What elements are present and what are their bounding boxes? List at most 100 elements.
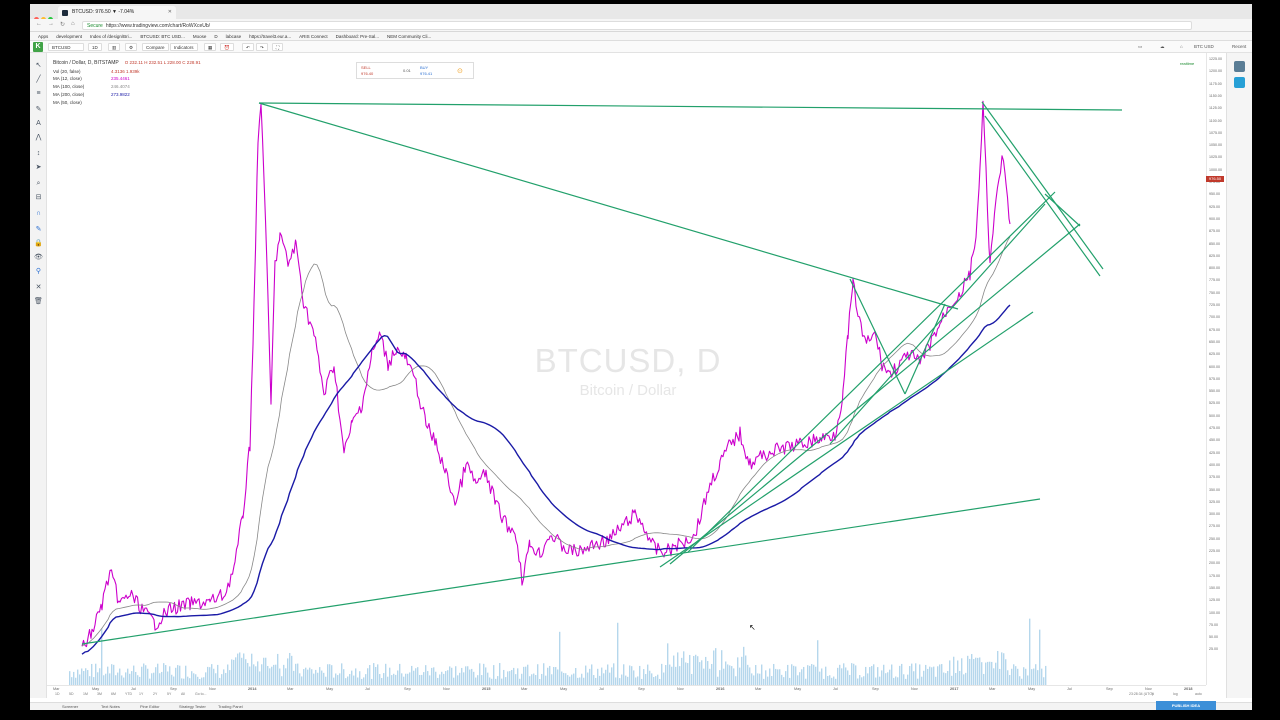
home-icon[interactable]: ⌂	[71, 21, 75, 27]
hide-drawings-icon[interactable]: 👁	[34, 254, 43, 261]
legend-row[interactable]: MA (12, close) 235.4461	[53, 75, 201, 83]
bookmark-item[interactable]: NEM Community Cli...	[386, 34, 432, 39]
trendline-wedge-left[interactable]	[849, 278, 906, 395]
chat-icon[interactable]	[1234, 77, 1245, 88]
stay-drawing-icon[interactable]: ✎	[35, 226, 42, 233]
zoom-tool-icon[interactable]: ⌕	[36, 180, 41, 187]
trash-icon[interactable]: 🗑	[34, 298, 43, 305]
close-tab-icon[interactable]: ✕	[167, 9, 172, 15]
back-icon[interactable]: ←	[36, 21, 42, 27]
bookmark-item[interactable]: https://travel3.eur.a...	[249, 34, 292, 39]
legend-row[interactable]: MA (100, close) 246.4074	[53, 83, 201, 91]
url-field[interactable]: Secure https://www.tradingview.com/chart/…	[82, 21, 1192, 30]
forward-icon[interactable]: →	[48, 21, 54, 27]
pattern-tool-icon[interactable]: ⋀	[35, 134, 42, 141]
cursor-tool-icon[interactable]: ↖	[35, 62, 42, 69]
buy-button[interactable]: BUY 976.41	[420, 65, 432, 77]
bookmark-item[interactable]: labcase	[225, 34, 242, 39]
bottom-tab[interactable]: Strategy Tester	[179, 704, 206, 709]
tradingview-logo[interactable]: K	[33, 42, 43, 52]
magnet-tool-icon[interactable]: ∩	[35, 210, 42, 217]
range-button[interactable]: 5D	[69, 692, 74, 696]
trendline-wedge-right[interactable]	[904, 303, 946, 395]
range-button[interactable]: YTD	[125, 692, 132, 696]
publish-idea-button[interactable]: PUBLISH IDEA	[1156, 701, 1216, 710]
trendline-top-horizontal[interactable]	[258, 102, 1123, 111]
ma-200-line[interactable]	[81, 304, 1011, 655]
time-axis[interactable]: Mar May Jul Sep Nov 2014 Mar May Jul Sep Nov 2015 Ma…	[47, 685, 1206, 692]
price-series-line[interactable]	[81, 100, 1011, 648]
remove-drawings-icon[interactable]: ✕	[35, 284, 42, 291]
bookmark-item[interactable]: Dashboard: Pre-Sal...	[335, 34, 379, 39]
bookmark-item[interactable]: BTCUSD: BTC USD...	[140, 34, 185, 39]
interval-dropdown[interactable]: 1D	[88, 43, 102, 51]
bookmark-item[interactable]: D	[214, 34, 218, 39]
bottom-tab[interactable]: Text Notes	[101, 704, 120, 709]
range-button[interactable]: 3M	[97, 692, 102, 696]
trendline-resistance-2[interactable]	[984, 115, 1101, 277]
bookmark-item[interactable]: Index of /design/Bri...	[90, 34, 133, 39]
range-button[interactable]: 1M	[83, 692, 88, 696]
range-button[interactable]: 6M	[111, 692, 116, 696]
ma-100-line[interactable]	[81, 236, 1011, 647]
trendline-support-1[interactable]	[659, 311, 1034, 568]
sell-button[interactable]: SELL 976.40	[361, 65, 373, 77]
bookmark-item[interactable]: ARIS Connect	[299, 34, 328, 39]
undo-button[interactable]: ↶	[242, 43, 254, 51]
scale-option[interactable]: 23:28:34 (UTC)	[1129, 692, 1154, 696]
lock-tool-icon[interactable]: 🔒	[34, 240, 43, 247]
legend-row[interactable]: Vol (20, false) 4.3136 1.939k	[53, 68, 201, 76]
fullscreen-button[interactable]: ⛶	[272, 43, 284, 51]
arrow-tool-icon[interactable]: ➤	[35, 164, 42, 171]
fib-tool-icon[interactable]: ≡	[36, 90, 41, 97]
measure-tool-icon[interactable]: ↕	[36, 150, 41, 157]
fx-button[interactable]: ⚙	[125, 43, 138, 51]
ruler-tool-icon[interactable]: ⊟	[35, 194, 42, 201]
trendline-resistance-1[interactable]	[981, 101, 1104, 270]
trendline-long-support[interactable]	[81, 498, 1041, 645]
trendline-support-4[interactable]	[829, 203, 1046, 445]
scale-option[interactable]: %	[1151, 692, 1155, 696]
price-chart[interactable]	[47, 53, 1206, 685]
trendline-support-3[interactable]	[687, 191, 1056, 553]
bottom-tab[interactable]: Pine Editor	[140, 704, 160, 709]
trendline-cross[interactable]	[1044, 193, 1081, 227]
browser-tab[interactable]: BTCUSD: 976.50 ▼ -7.04% ✕	[58, 6, 176, 19]
legend-row[interactable]: MA (200, close) 273.9822	[53, 91, 201, 99]
trendline-descending[interactable]	[258, 102, 959, 310]
range-button[interactable]: 1D	[55, 692, 60, 696]
alarm-clock-icon[interactable]: ⊙	[457, 68, 463, 75]
brush-tool-icon[interactable]: ✎	[35, 106, 42, 113]
symbol-search-input[interactable]: BTCUSD	[48, 43, 84, 51]
scale-option[interactable]: auto	[1195, 692, 1202, 696]
bottom-tab[interactable]: Trading Panel	[218, 704, 243, 709]
bookmark-item[interactable]: development	[56, 34, 83, 39]
recent-tab[interactable]: Recent	[1232, 44, 1247, 49]
camera-icon[interactable]: ⌂	[1180, 44, 1183, 49]
text-tool-icon[interactable]: A	[36, 120, 41, 127]
range-button[interactable]: Go to...	[195, 692, 207, 696]
bookmark-item[interactable]: Moose	[192, 34, 207, 39]
bottom-tab[interactable]: Screener	[62, 704, 79, 709]
alert-button[interactable]: ⏰	[220, 43, 234, 51]
range-button[interactable]: 5Y	[167, 692, 172, 696]
volume-bar	[109, 673, 111, 685]
range-button[interactable]: 2Y	[153, 692, 158, 696]
compare-button[interactable]: Compare	[142, 43, 169, 51]
range-button[interactable]: 1Y	[139, 692, 144, 696]
watchlist-icon[interactable]	[1234, 61, 1245, 72]
legend-row[interactable]: MA (50, close)	[53, 99, 201, 107]
cloud-save-icon[interactable]: ☁	[1160, 44, 1165, 49]
layout-icon[interactable]: ▭	[1138, 44, 1143, 49]
template-button[interactable]: ▦	[204, 43, 217, 51]
indicators-button[interactable]: Indicators	[170, 43, 198, 51]
link-tool-icon[interactable]: ⚲	[35, 268, 42, 275]
redo-button[interactable]: ↷	[256, 43, 268, 51]
price-scale[interactable]: 1225.00 1200.00 1175.00 1150.00 1125.00 1100.…	[1206, 53, 1226, 685]
reload-icon[interactable]: ↻	[60, 22, 66, 28]
bar-style-button[interactable]: ▥	[108, 43, 121, 51]
bookmark-item[interactable]: Apps	[38, 34, 49, 39]
trendline-tool-icon[interactable]: ╱	[36, 76, 41, 83]
range-button[interactable]: All	[181, 692, 185, 696]
scale-option[interactable]: log	[1173, 692, 1178, 696]
